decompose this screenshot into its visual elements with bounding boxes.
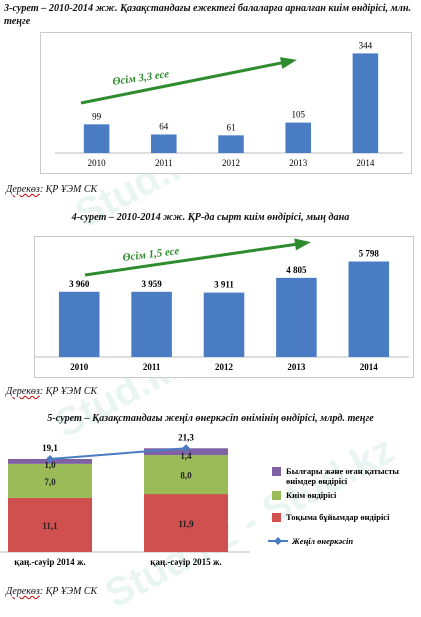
x-tick-label: 2010: [70, 362, 89, 372]
x-tick-label: 2014: [360, 362, 379, 372]
value-label: 5 798: [359, 249, 380, 259]
bar-2014: [348, 261, 390, 357]
value-label: 4 805: [286, 265, 307, 275]
x-tick-label: 2013: [289, 158, 308, 168]
total-line-marker: [182, 444, 190, 453]
stack-segment: [144, 494, 228, 552]
x-tick-label: 2011: [155, 158, 173, 168]
figure4-chart-frame: 3 960 2010 3 959 2011 3 911 2012 4 805 2013 5 79…: [34, 236, 414, 378]
figure4-caption: 4-сурет – 2010-2014 жж. ҚР-да сырт киім …: [71, 212, 350, 223]
value-label: 64: [159, 121, 169, 131]
growth-annotation: Өсім 3,3 есе: [112, 68, 170, 88]
bar-2013: [276, 277, 317, 357]
growth-arrow-line: [80, 59, 292, 105]
total-label: 19,1: [42, 443, 58, 453]
x-tick-label: 2012: [222, 158, 240, 168]
growth-arrow: [84, 238, 311, 277]
x-tick-label: 2012: [215, 362, 234, 372]
figure5-chart: 11,1 7,0 1,0 қаң.-сәуір 2014 ж. 11,9 8,0 1,4 қа…: [0, 432, 399, 567]
figure5-caption: 5-сурет – Қазақстандағы жеңіл өнеркәсіп …: [47, 413, 374, 424]
bar-2012: [203, 292, 245, 357]
total-line-marker: [46, 454, 54, 463]
value-label: 105: [291, 110, 305, 120]
figure5-chart-area: 11,1 7,0 1,0 қаң.-сәуір 2014 ж. 11,9 8,0 1,4 қа…: [0, 432, 421, 582]
segment-label: 11,1: [42, 521, 58, 531]
x-tick-label: 2011: [143, 362, 161, 372]
legend-clothing-label: Киім өндірісі: [286, 490, 337, 500]
x-tick-label: 2013: [287, 362, 306, 372]
figure4-chart: 3 960 2010 3 959 2011 3 911 2012 4 805 2013 5 79…: [35, 238, 409, 372]
segment-label: 11,9: [178, 519, 194, 529]
segment-label: 1,4: [180, 451, 192, 461]
figure3-source: Дерекөз: ҚР ҰЭМ СК: [6, 184, 98, 195]
value-label: 61: [227, 122, 236, 132]
figure5-source: Дерекөз: ҚР ҰЭМ СК: [6, 586, 98, 597]
figure3-chart: 99 2010 64 2011 61 2012 105 2013 344 2014 Өсім 3,3…: [55, 40, 403, 168]
x-tick-label: қаң.-сәуір 2015 ж.: [150, 557, 221, 567]
figure4-source: Дерекөз: ҚР ҰЭМ СК: [6, 386, 98, 397]
legend-textile-swatch: [272, 513, 281, 522]
x-tick-label: 2010: [88, 158, 107, 168]
legend-leather-swatch: [272, 467, 281, 476]
segment-label: 7,0: [44, 477, 56, 487]
total-line: [49, 447, 187, 460]
value-label: 3 959: [141, 279, 162, 289]
x-tick-label: қаң.-сәуір 2014 ж.: [14, 557, 85, 567]
stack-segment: [8, 497, 92, 552]
bar-2011: [151, 134, 177, 153]
growth-arrow-head: [280, 57, 297, 69]
bar-2014: [352, 53, 379, 153]
growth-arrow-head: [294, 238, 311, 251]
value-label: 99: [92, 111, 102, 121]
figure3-chart-frame: 99 2010 64 2011 61 2012 105 2013 344 2014 Өсім 3,3…: [40, 32, 412, 174]
growth-arrow-line: [84, 241, 306, 277]
bar-2010: [83, 124, 110, 153]
bar-2013: [285, 122, 311, 153]
total-label: 21,3: [178, 432, 194, 442]
legend-leather-label: Былғары және оған қатысты: [286, 466, 399, 476]
legend-light-industry-label: Жеңіл өнеркәсіп: [291, 536, 353, 546]
bar-2012: [218, 135, 244, 153]
x-tick-label: 2014: [356, 158, 375, 168]
legend-textile-label: Тоқыма бұйымдар өндірісі: [286, 512, 390, 522]
bar-2011: [131, 291, 172, 357]
legend-light-industry-marker: [274, 537, 282, 545]
growth-arrow: [80, 57, 297, 105]
stack-segment: [144, 455, 228, 495]
value-label: 3 960: [69, 279, 90, 289]
segment-label: 8,0: [180, 471, 192, 481]
value-label: 3 911: [214, 280, 234, 290]
value-label: 344: [359, 40, 373, 50]
figure3-caption: 3-сурет – 2010-2014 жж. Қазақстандағы еж…: [4, 3, 412, 27]
segment-label: 1,0: [44, 460, 56, 470]
legend-leather-label: өнімдер өндірісі: [286, 476, 348, 486]
legend-clothing-swatch: [272, 491, 281, 500]
stack-segment: [8, 463, 92, 498]
bar-2010: [58, 291, 100, 357]
